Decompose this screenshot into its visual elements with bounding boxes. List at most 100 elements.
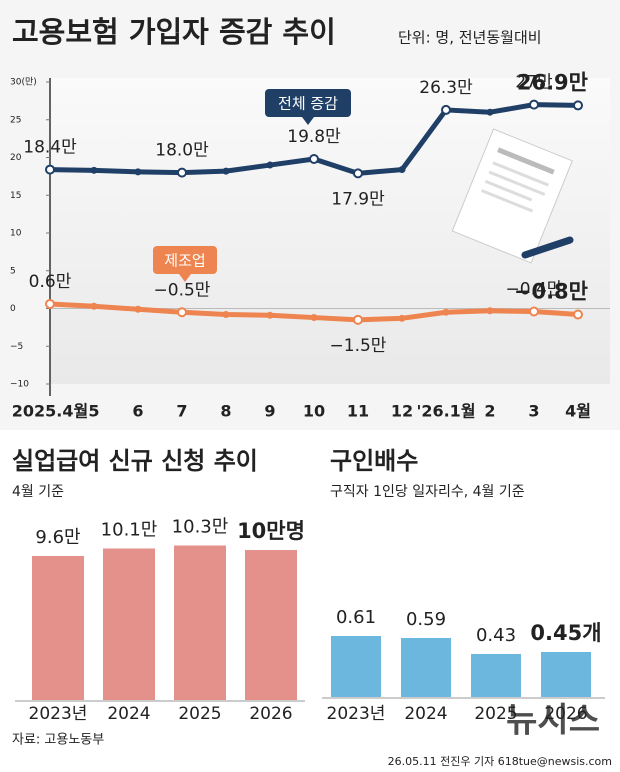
x-tick-label: 2026: [544, 704, 587, 724]
x-tick-label: 2025: [474, 704, 517, 724]
x-tick-label: 2026: [249, 704, 292, 724]
bar: [32, 556, 84, 700]
credit: 26.05.11 전진우 기자 618tue@newsis.com: [388, 755, 612, 768]
value-label: 0.59: [406, 609, 446, 630]
point: [309, 154, 319, 165]
point: [353, 314, 363, 325]
point: [45, 164, 55, 175]
value-label: 18.4만: [23, 138, 77, 158]
value-label: 26.9만: [517, 70, 588, 94]
point: [486, 108, 494, 116]
x-tick-label: 10: [303, 402, 325, 421]
chart-title: 고용보험 가입자 증감 추이: [12, 15, 336, 49]
watermark: 뉴시스: [506, 701, 600, 741]
chart-subtitle: 구직자 1인당 일자리수, 4월 기준: [330, 484, 525, 500]
x-tick-label: 2: [484, 402, 495, 421]
pen-icon: [521, 236, 574, 259]
chart-title: 실업급여 신규 신청 추이: [12, 447, 258, 475]
point: [573, 309, 583, 320]
x-tick-label: 4월: [565, 402, 591, 421]
value-label: −0.8만: [514, 280, 588, 304]
value-label: 0.6만: [29, 272, 72, 292]
y-tick-label: 20: [10, 153, 22, 163]
legend-label: 전체 증감: [278, 95, 338, 113]
bar: [541, 652, 591, 697]
value-label: 19.8만: [287, 127, 341, 147]
point: [486, 307, 494, 315]
point: [573, 100, 583, 111]
legend-pointer: [179, 274, 191, 282]
legend-label: 제조업: [164, 252, 205, 270]
legend-box: [265, 89, 351, 117]
point: [177, 167, 187, 178]
point: [266, 311, 274, 319]
point: [266, 161, 274, 169]
document-icon: [451, 128, 573, 264]
x-tick-label: 8: [220, 402, 231, 421]
x-tick-label: 12: [391, 402, 413, 421]
value-label: 17.9만: [331, 189, 385, 209]
x-tick-label: 2025: [178, 704, 221, 724]
point: [441, 104, 451, 115]
x-tick-label: 6: [132, 402, 143, 421]
y-tick-label: 15: [10, 191, 21, 201]
value-label: 18.0만: [155, 141, 209, 161]
bar: [471, 654, 521, 697]
y-tick-label: 5: [10, 266, 16, 276]
x-tick-label: 2024: [107, 704, 150, 724]
value-label: 9.6만: [35, 527, 80, 548]
y-tick-label: −10: [10, 380, 29, 390]
x-tick-label: 2023년: [29, 704, 88, 724]
point: [398, 314, 406, 322]
source: 자료: 고용노동부: [12, 733, 104, 748]
point: [442, 308, 450, 316]
chart-subtitle: 단위: 명, 전년동월대비: [398, 29, 542, 47]
y-tick-label: 30(만): [10, 77, 37, 88]
point: [177, 307, 187, 318]
x-tick-label: 7: [176, 402, 187, 421]
value-label: 10.3만: [172, 517, 229, 538]
value-label: 10만명: [237, 519, 305, 543]
bar: [103, 548, 155, 700]
value-label: 27만: [515, 73, 553, 93]
bar: [331, 636, 381, 697]
x-tick-label: 2024: [404, 704, 447, 724]
value-label: 26.3만: [419, 78, 473, 98]
point: [529, 99, 539, 110]
point: [45, 298, 55, 309]
bar: [174, 545, 226, 700]
point: [90, 166, 98, 174]
point: [398, 166, 406, 174]
x-tick-label: 5: [88, 402, 99, 421]
y-tick-label: 0: [10, 304, 16, 314]
chart-subtitle: 4월 기준: [12, 484, 64, 500]
x-tick-label: 2023년: [327, 704, 386, 724]
value-label: −1.5만: [330, 336, 387, 356]
legend-box: [153, 246, 217, 274]
bar: [245, 550, 297, 700]
x-tick-label: 9: [264, 402, 275, 421]
value-label: 0.45개: [530, 621, 601, 645]
bar: [401, 638, 451, 697]
value-label: 0.43: [476, 625, 516, 646]
value-label: 10.1만: [101, 520, 158, 541]
value-label: −0.4만: [506, 280, 563, 300]
y-tick-label: 25: [10, 115, 21, 125]
value-label: 0.61: [336, 607, 376, 628]
point: [90, 302, 98, 310]
point: [529, 306, 539, 317]
y-tick-label: 10: [10, 229, 22, 239]
point: [310, 314, 318, 322]
chart-title: 구인배수: [330, 447, 418, 475]
x-tick-label: 2025.4월: [12, 402, 88, 421]
point: [353, 168, 363, 179]
point: [222, 311, 230, 319]
x-tick-label: 3: [528, 402, 539, 421]
point: [134, 305, 142, 313]
y-tick-label: −5: [10, 342, 23, 352]
value-label: −0.5만: [154, 280, 211, 300]
point: [222, 167, 230, 175]
x-tick-label: 11: [347, 402, 369, 421]
legend-pointer: [302, 117, 314, 125]
